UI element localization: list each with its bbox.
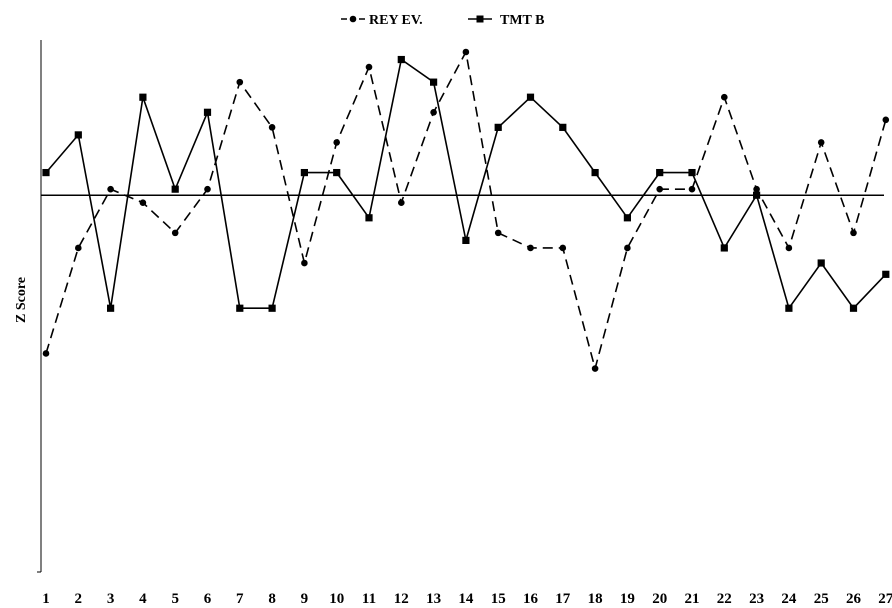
- data-point: [689, 186, 696, 193]
- x-tick-label: 12: [394, 591, 409, 607]
- data-point: [269, 124, 276, 131]
- data-point: [785, 305, 792, 312]
- data-point: [430, 109, 437, 116]
- data-point: [140, 199, 147, 206]
- x-tick-label: 1: [42, 591, 50, 607]
- data-point: [753, 186, 760, 193]
- legend-marker: [350, 16, 357, 23]
- x-tick-label: 15: [491, 591, 506, 607]
- data-point: [656, 169, 663, 176]
- data-point: [365, 214, 372, 221]
- x-tick-label: 3: [107, 591, 115, 607]
- x-tick-label: 9: [301, 591, 309, 607]
- data-point: [107, 305, 114, 312]
- data-point: [495, 124, 502, 131]
- data-point: [204, 109, 211, 116]
- x-tick-label: 22: [717, 591, 732, 607]
- data-point: [624, 214, 631, 221]
- data-point: [301, 169, 308, 176]
- x-tick-labels: 1 2 3 4 5 6 7 8 9 10 11 12 13 14 15 16 17 18 19 20 21 22 23 24 2…: [42, 591, 892, 607]
- data-point: [42, 169, 49, 176]
- data-point: [301, 260, 308, 267]
- data-point: [462, 237, 469, 244]
- data-point: [236, 305, 243, 312]
- x-tick-label: 7: [236, 591, 244, 607]
- x-tick-label: 27: [878, 591, 892, 607]
- data-point: [430, 79, 437, 86]
- x-tick-label: 4: [139, 591, 147, 607]
- data-point: [43, 350, 50, 357]
- x-tick-label: 5: [171, 591, 179, 607]
- data-point: [850, 230, 857, 237]
- x-tick-label: 11: [362, 591, 376, 607]
- legend-item: REY EV.: [341, 13, 423, 28]
- data-point: [237, 79, 244, 86]
- y-axis-title: Z Score: [14, 277, 29, 323]
- data-point: [333, 139, 340, 146]
- data-point: [560, 245, 567, 252]
- x-tick-label: 20: [652, 591, 667, 607]
- data-point: [398, 56, 405, 63]
- data-point: [107, 186, 114, 193]
- x-tick-label: 16: [523, 591, 539, 607]
- data-point: [721, 244, 728, 251]
- series-line: [46, 60, 886, 309]
- data-point: [527, 94, 534, 101]
- legend-label: REY EV.: [369, 13, 423, 28]
- series-layer: [42, 49, 889, 372]
- x-tick-label: 17: [555, 591, 571, 607]
- x-tick-label: 19: [620, 591, 635, 607]
- data-point: [172, 230, 179, 237]
- data-point: [139, 94, 146, 101]
- data-point: [527, 245, 534, 252]
- x-tick-label: 23: [749, 591, 764, 607]
- legend-label: TMT B: [500, 13, 544, 28]
- data-point: [366, 64, 373, 71]
- data-point: [269, 305, 276, 312]
- legend-item: TMT B: [468, 13, 544, 28]
- data-point: [592, 365, 599, 372]
- data-point: [882, 271, 889, 278]
- legend: REY EV. TMT B: [341, 13, 544, 28]
- data-point: [463, 49, 470, 56]
- data-point: [204, 186, 211, 193]
- series-tmt-b: [42, 56, 889, 312]
- x-tick-label: 14: [458, 591, 474, 607]
- data-point: [398, 199, 405, 206]
- data-point: [818, 259, 825, 266]
- x-tick-label: 2: [75, 591, 83, 607]
- x-tick-label: 18: [588, 591, 603, 607]
- axes: [37, 40, 884, 572]
- series-line: [46, 52, 886, 369]
- x-tick-label: 21: [685, 591, 700, 607]
- data-point: [688, 169, 695, 176]
- x-tick-label: 10: [329, 591, 344, 607]
- x-tick-label: 24: [781, 591, 797, 607]
- data-point: [753, 192, 760, 199]
- data-point: [850, 305, 857, 312]
- data-point: [495, 230, 502, 237]
- data-point: [721, 94, 728, 101]
- data-point: [559, 124, 566, 131]
- x-tick-label: 8: [268, 591, 276, 607]
- data-point: [656, 186, 663, 193]
- data-point: [818, 139, 825, 146]
- x-tick-label: 13: [426, 591, 441, 607]
- legend-marker: [477, 16, 484, 23]
- data-point: [883, 117, 890, 124]
- data-point: [333, 169, 340, 176]
- data-point: [75, 131, 82, 138]
- data-point: [75, 245, 82, 252]
- series-rey-ev: [43, 49, 889, 372]
- data-point: [786, 245, 793, 252]
- x-tick-label: 6: [204, 591, 212, 607]
- data-point: [624, 245, 631, 252]
- data-point: [172, 186, 179, 193]
- data-point: [592, 169, 599, 176]
- x-tick-label: 25: [814, 591, 829, 607]
- x-tick-label: 26: [846, 591, 862, 607]
